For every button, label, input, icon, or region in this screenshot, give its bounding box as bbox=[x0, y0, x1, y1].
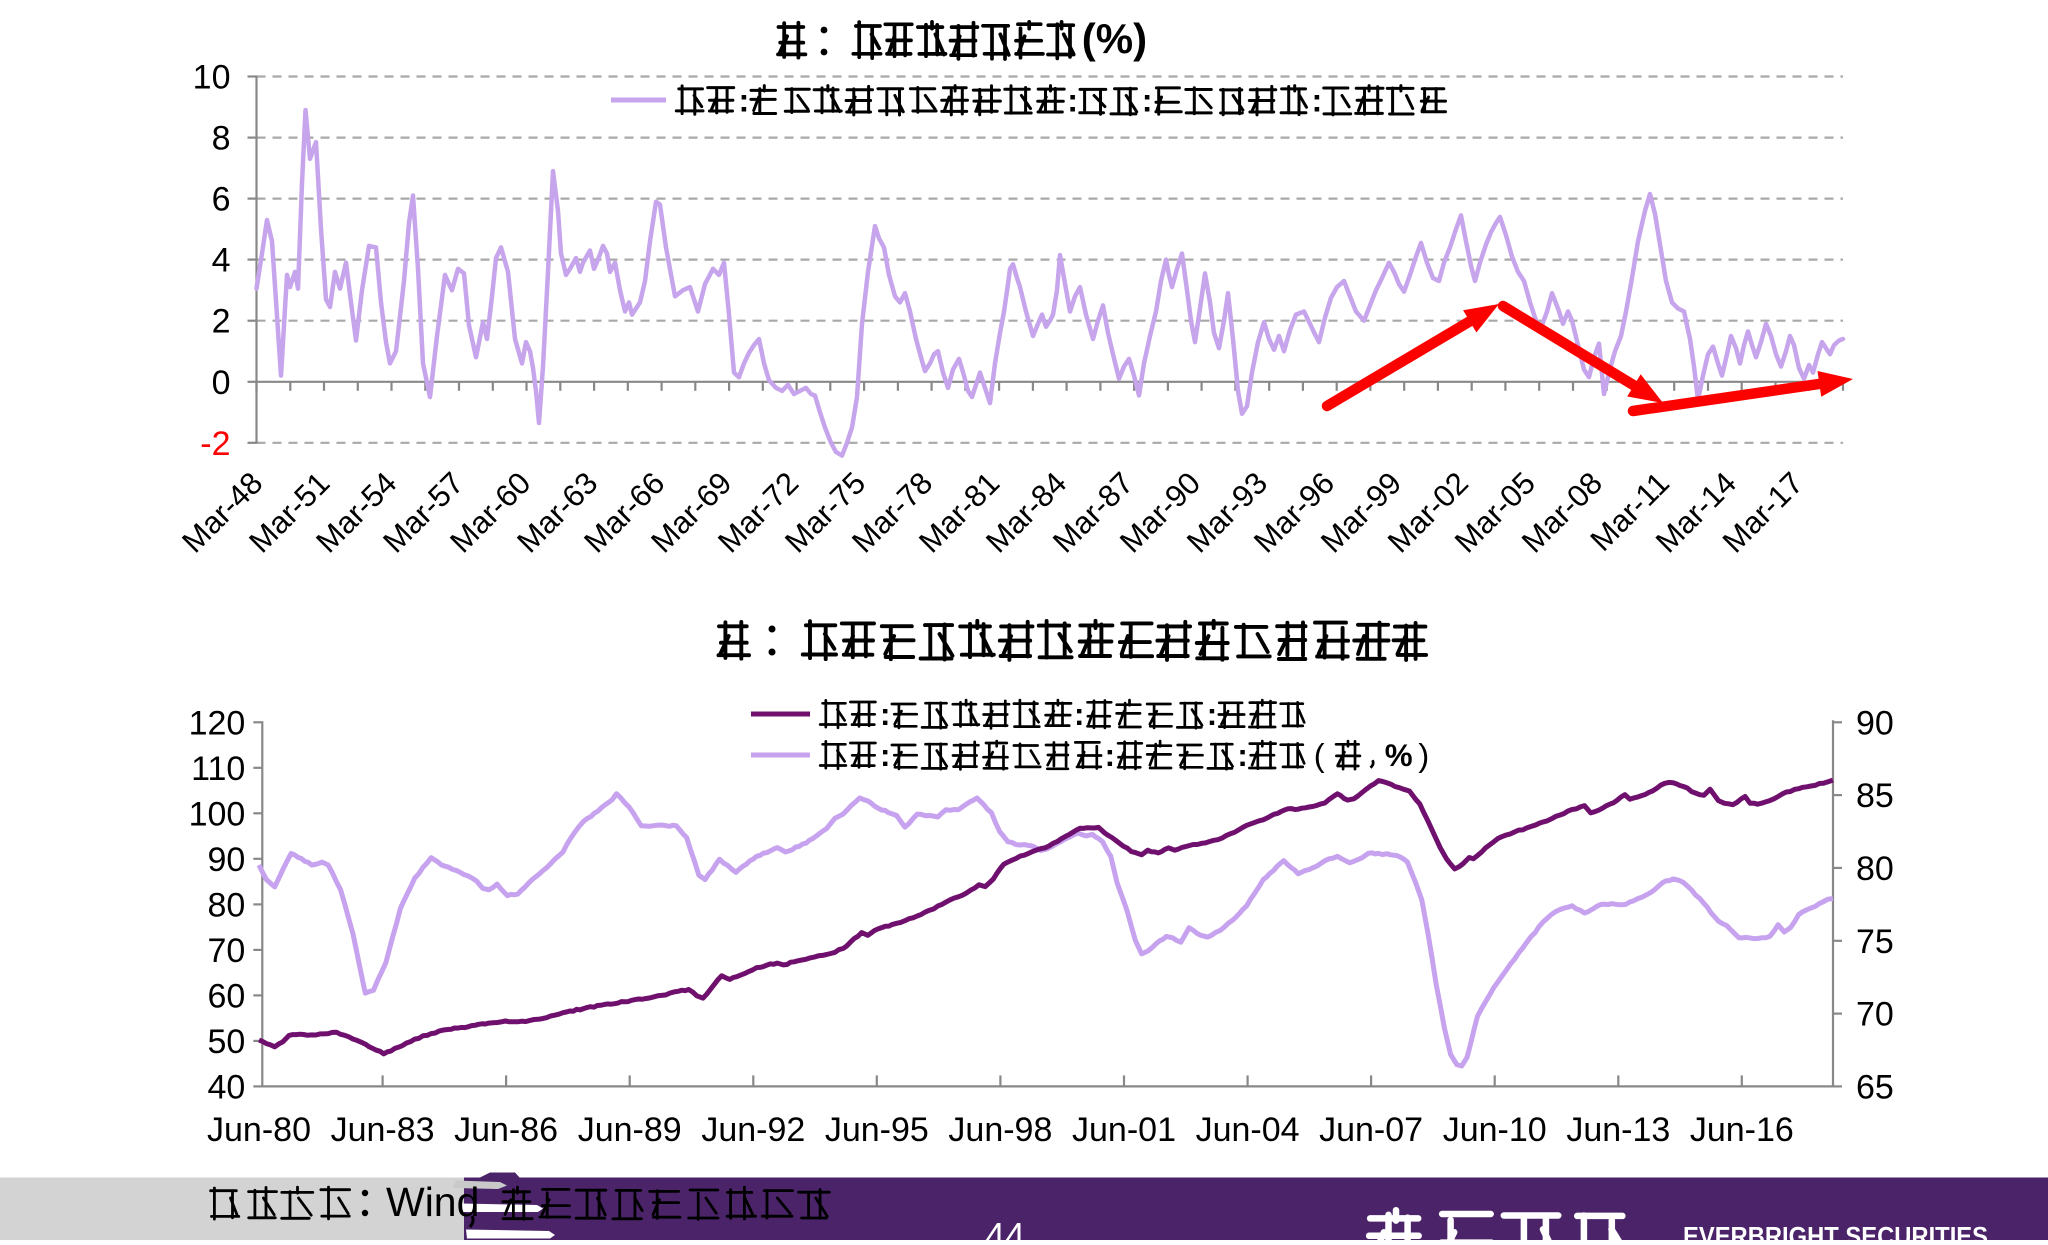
svg-text:70: 70 bbox=[1856, 996, 1894, 1034]
svg-text:2: 2 bbox=[212, 303, 231, 341]
svg-text:60: 60 bbox=[207, 977, 245, 1015]
svg-text:Jun-83: Jun-83 bbox=[331, 1111, 435, 1149]
svg-text:EVERBRIGHT SECURITIES: EVERBRIGHT SECURITIES bbox=[1683, 1221, 1988, 1240]
svg-text:70: 70 bbox=[207, 932, 245, 970]
svg-text:80: 80 bbox=[1856, 850, 1894, 888]
svg-text:44: 44 bbox=[985, 1215, 1025, 1240]
svg-text:Jun-16: Jun-16 bbox=[1690, 1111, 1794, 1149]
svg-text:75: 75 bbox=[1856, 923, 1894, 961]
svg-text::: : bbox=[1067, 82, 1078, 118]
svg-text:%: % bbox=[1385, 738, 1413, 773]
svg-text:Jun-80: Jun-80 bbox=[207, 1111, 311, 1149]
svg-text:Jun-98: Jun-98 bbox=[948, 1111, 1052, 1149]
svg-text:(%): (%) bbox=[1082, 15, 1147, 62]
svg-text:100: 100 bbox=[189, 795, 246, 833]
svg-text:85: 85 bbox=[1856, 777, 1894, 815]
svg-text:Jun-92: Jun-92 bbox=[701, 1111, 805, 1149]
svg-text:Jun-01: Jun-01 bbox=[1072, 1111, 1176, 1149]
svg-text:(: ( bbox=[1314, 738, 1325, 774]
svg-text:0: 0 bbox=[212, 364, 231, 402]
svg-text::: : bbox=[1105, 738, 1115, 773]
svg-text:90: 90 bbox=[1856, 704, 1894, 742]
svg-text:8: 8 bbox=[212, 120, 231, 158]
svg-text::: : bbox=[1074, 697, 1084, 732]
svg-text:10: 10 bbox=[193, 59, 231, 97]
svg-text:Jun-10: Jun-10 bbox=[1443, 1111, 1547, 1149]
svg-text:-2: -2 bbox=[200, 425, 230, 463]
svg-text:65: 65 bbox=[1856, 1068, 1894, 1106]
svg-text::: : bbox=[1237, 738, 1247, 773]
svg-text:Jun-95: Jun-95 bbox=[825, 1111, 929, 1149]
svg-text:110: 110 bbox=[191, 750, 245, 788]
svg-text:Jun-86: Jun-86 bbox=[454, 1111, 558, 1149]
svg-text::: : bbox=[1207, 697, 1217, 732]
svg-text:6: 6 bbox=[212, 181, 231, 219]
svg-text:120: 120 bbox=[189, 704, 246, 742]
svg-text:80: 80 bbox=[207, 886, 245, 924]
svg-text:40: 40 bbox=[207, 1068, 245, 1106]
svg-text:Jun-89: Jun-89 bbox=[578, 1111, 682, 1149]
svg-text::: : bbox=[1142, 82, 1153, 118]
svg-text:Wind: Wind bbox=[386, 1179, 479, 1225]
svg-text:Jun-13: Jun-13 bbox=[1566, 1111, 1670, 1149]
svg-text:50: 50 bbox=[207, 1023, 245, 1061]
svg-text:Jun-07: Jun-07 bbox=[1319, 1111, 1423, 1149]
svg-text:90: 90 bbox=[207, 841, 245, 879]
svg-text:4: 4 bbox=[212, 242, 231, 280]
svg-text:): ) bbox=[1418, 738, 1429, 774]
svg-text::: : bbox=[1312, 82, 1323, 118]
svg-text::: : bbox=[739, 82, 750, 118]
svg-text::: : bbox=[880, 738, 890, 773]
svg-text::: : bbox=[880, 697, 890, 732]
svg-text:Jun-04: Jun-04 bbox=[1196, 1111, 1300, 1149]
